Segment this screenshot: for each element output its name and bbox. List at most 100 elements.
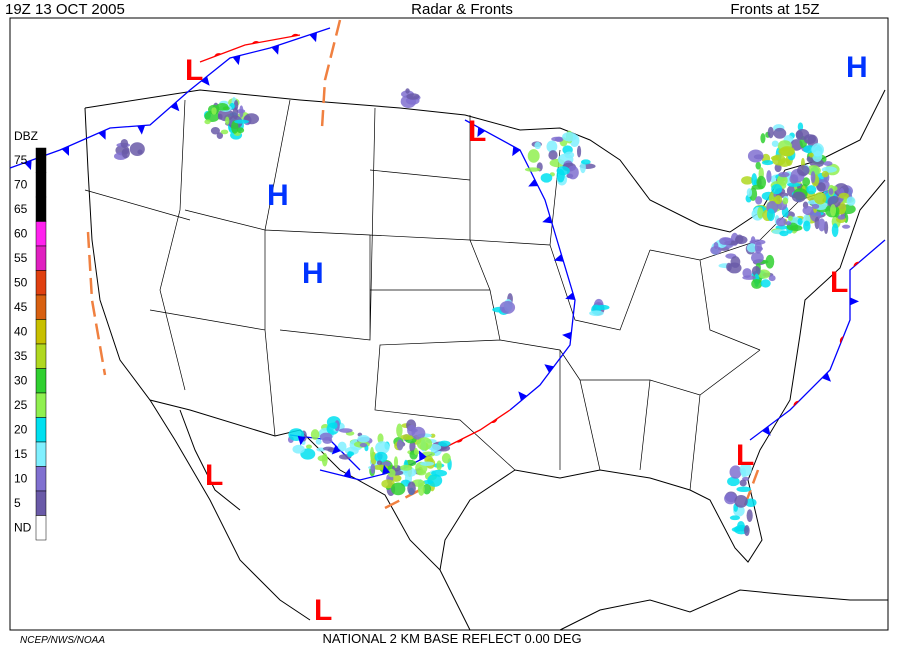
echo xyxy=(225,116,230,125)
echo xyxy=(317,455,328,462)
echo xyxy=(420,461,435,466)
cold-front xyxy=(9,27,331,169)
cold-front-barb xyxy=(762,426,771,436)
cold-front-barb xyxy=(418,450,427,461)
echo xyxy=(232,107,239,120)
echo xyxy=(782,197,789,205)
fronts-time: Fronts at 15Z xyxy=(730,1,819,18)
echo xyxy=(739,462,752,477)
echo xyxy=(580,159,591,165)
cold-front-barb xyxy=(343,468,352,478)
cold-front-barb xyxy=(542,215,553,224)
echo xyxy=(387,468,396,478)
echo xyxy=(765,254,775,269)
echo xyxy=(775,217,787,227)
echo xyxy=(292,444,305,454)
mexico-coast xyxy=(149,399,888,631)
echo xyxy=(534,141,541,150)
legend-swatch xyxy=(35,441,47,467)
legend-label: 35 xyxy=(14,349,28,363)
echo xyxy=(347,451,355,457)
warm-front-bump xyxy=(793,400,800,407)
echo xyxy=(818,218,826,232)
echo xyxy=(777,158,791,167)
echo xyxy=(710,245,722,255)
legend-swatch xyxy=(35,368,47,394)
echo xyxy=(376,460,383,466)
echo xyxy=(357,435,370,443)
echo xyxy=(406,93,420,100)
echo xyxy=(729,465,742,479)
echo xyxy=(756,175,767,190)
pressure-center: H xyxy=(846,51,868,84)
echo xyxy=(838,192,850,199)
echo xyxy=(719,237,732,245)
cold-front-barb xyxy=(544,364,554,373)
echo xyxy=(746,243,757,253)
echo xyxy=(216,132,224,139)
echo xyxy=(797,165,810,176)
legend-label: 40 xyxy=(14,325,28,339)
echo xyxy=(546,140,558,153)
echo xyxy=(548,150,558,160)
radar-echoes xyxy=(113,88,856,537)
echo xyxy=(310,429,320,440)
echo xyxy=(797,122,804,132)
echo xyxy=(761,160,774,166)
echo xyxy=(210,126,220,135)
legend: 75 70 65 60 55 50 45 40 35 30 25 20 15 10 5 ND xyxy=(14,147,47,541)
echo xyxy=(771,183,783,195)
echo xyxy=(204,119,211,125)
echo xyxy=(773,127,787,139)
echo xyxy=(755,161,761,170)
echo xyxy=(727,476,740,487)
echo xyxy=(724,492,737,505)
echo xyxy=(788,215,793,221)
echo xyxy=(567,165,579,180)
echo xyxy=(422,483,432,495)
echo xyxy=(407,481,416,495)
echo xyxy=(766,208,775,222)
legend-label: 60 xyxy=(14,227,28,241)
cold-front-barb xyxy=(271,44,280,55)
echo xyxy=(813,192,827,205)
echo xyxy=(806,165,821,176)
cold-front-barb xyxy=(137,125,146,135)
pressure-center: L xyxy=(185,54,203,87)
echo xyxy=(315,438,322,445)
pressure-center: H xyxy=(302,257,324,290)
echo xyxy=(734,235,748,245)
cold-front-barb xyxy=(821,372,832,382)
legend-label: 50 xyxy=(14,276,28,290)
echo xyxy=(416,469,427,476)
echo xyxy=(438,440,451,447)
echo xyxy=(766,170,772,183)
legend-label: 15 xyxy=(14,447,28,461)
cold-front xyxy=(464,119,576,411)
echo xyxy=(381,479,395,489)
map-frame xyxy=(9,17,889,631)
echo xyxy=(751,266,761,276)
warm-front-bump xyxy=(839,336,844,344)
echo xyxy=(121,149,128,155)
echo xyxy=(416,437,433,451)
echo xyxy=(400,434,414,440)
legend-swatch xyxy=(35,196,47,222)
echo xyxy=(370,446,375,461)
echo xyxy=(564,151,575,159)
cold-front-barb xyxy=(98,129,106,140)
echo xyxy=(374,451,388,463)
echo xyxy=(789,174,799,184)
echo xyxy=(736,486,752,493)
legend-swatch xyxy=(35,343,47,369)
warm-front-bump xyxy=(291,33,300,37)
echo xyxy=(751,278,763,289)
echo xyxy=(499,300,516,314)
echo xyxy=(803,220,811,232)
legend-swatch xyxy=(35,466,47,492)
echo xyxy=(776,174,788,186)
warm-front-bump xyxy=(490,418,498,424)
echo xyxy=(441,453,451,464)
echo xyxy=(810,171,816,184)
